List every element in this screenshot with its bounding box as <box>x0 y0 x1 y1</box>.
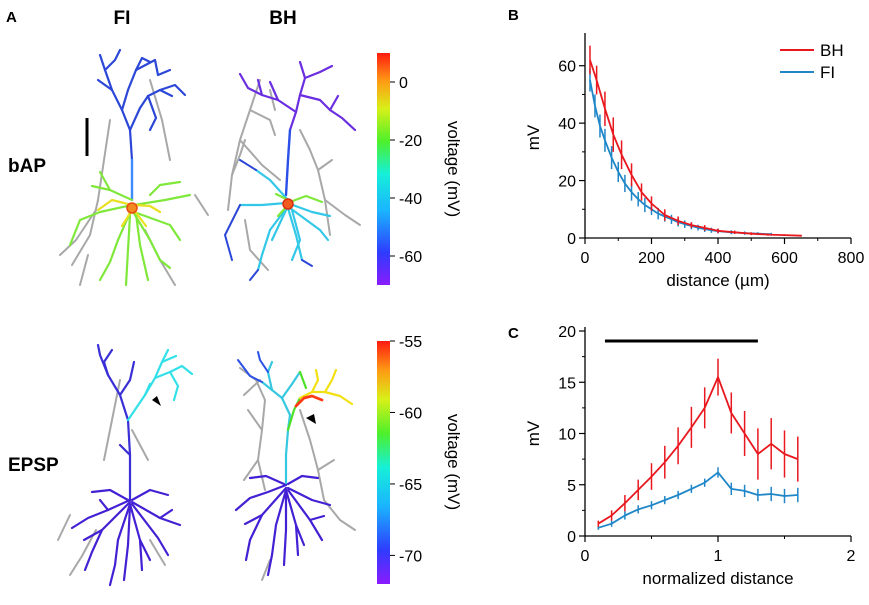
colorbar-tick-label: -20 <box>399 133 422 150</box>
series-bh <box>597 358 799 527</box>
x-tick-label: 1 <box>714 548 723 565</box>
series-line <box>597 376 799 525</box>
series-line <box>589 79 772 236</box>
neuron-epsp-fi <box>57 343 194 587</box>
legend-label-fi: FI <box>820 63 835 82</box>
x-tick-label: 600 <box>771 250 798 267</box>
colorbar-epsp-gradient <box>377 341 390 584</box>
series-bh <box>589 45 802 237</box>
column-header-fi: FI <box>114 8 131 29</box>
colorbar-bap-label: voltage (mV) <box>444 121 463 217</box>
x-tick-label: 800 <box>838 250 865 267</box>
y-tick-label: 60 <box>558 59 576 76</box>
colorbar-bap-gradient <box>377 53 390 285</box>
arrowhead-fi <box>152 396 161 406</box>
series-line <box>589 59 802 237</box>
arrowhead-bh <box>306 414 316 424</box>
colorbar-tick-label: -55 <box>399 334 422 351</box>
column-header-bh: BH <box>269 8 296 29</box>
x-tick-label: 2 <box>847 548 856 565</box>
x-tick-label: 0 <box>581 250 590 267</box>
series-fi <box>589 68 772 236</box>
colorbar-tick-label: -40 <box>399 191 422 208</box>
x-axis-label: normalized distance <box>642 569 793 588</box>
colorbar-tick-label: 0 <box>399 75 408 92</box>
y-tick-label: 20 <box>558 174 576 191</box>
panel-label-a: A <box>6 9 17 26</box>
y-tick-label: 5 <box>567 478 576 495</box>
series-line <box>598 471 798 529</box>
chart-c: 0 5 10 15 20 0 1 2 normalized distance mV <box>524 324 856 588</box>
y-tick-label: 10 <box>558 427 576 444</box>
colorbar-epsp-label: voltage (mV) <box>444 414 463 510</box>
y-axis-label: mV <box>524 420 543 446</box>
neuron-bap-bh <box>224 60 361 281</box>
panel-label-c: C <box>508 325 519 342</box>
colorbar-tick-label: -60 <box>399 405 422 422</box>
y-tick-label: 0 <box>567 231 576 248</box>
neuron-epsp-bh <box>234 351 356 581</box>
legend-label-bh: BH <box>820 41 844 60</box>
neuron-bap-fi <box>59 48 209 287</box>
colorbar-bap: 0 -20 -40 -60 voltage (mV) <box>377 53 463 285</box>
colorbar-tick-label: -70 <box>399 548 422 565</box>
colorbar-tick-label: -65 <box>399 477 422 494</box>
series-fi <box>597 467 799 530</box>
x-tick-label: 200 <box>638 250 665 267</box>
panel-label-b: B <box>508 7 519 24</box>
colorbar-epsp: -55 -60 -65 -70 voltage (mV) <box>377 334 463 584</box>
colorbar-tick-label: -60 <box>399 249 422 266</box>
y-tick-label: 15 <box>558 375 576 392</box>
x-tick-label: 0 <box>581 548 590 565</box>
y-tick-label: 20 <box>558 324 576 341</box>
y-tick-label: 0 <box>567 529 576 546</box>
y-axis-label: mV <box>524 124 543 150</box>
y-tick-label: 40 <box>558 116 576 133</box>
x-axis-label: distance (µm) <box>666 271 769 290</box>
x-tick-label: 400 <box>705 250 732 267</box>
row-label-epsp: EPSP <box>8 455 59 476</box>
row-label-bap: bAP <box>8 156 46 177</box>
